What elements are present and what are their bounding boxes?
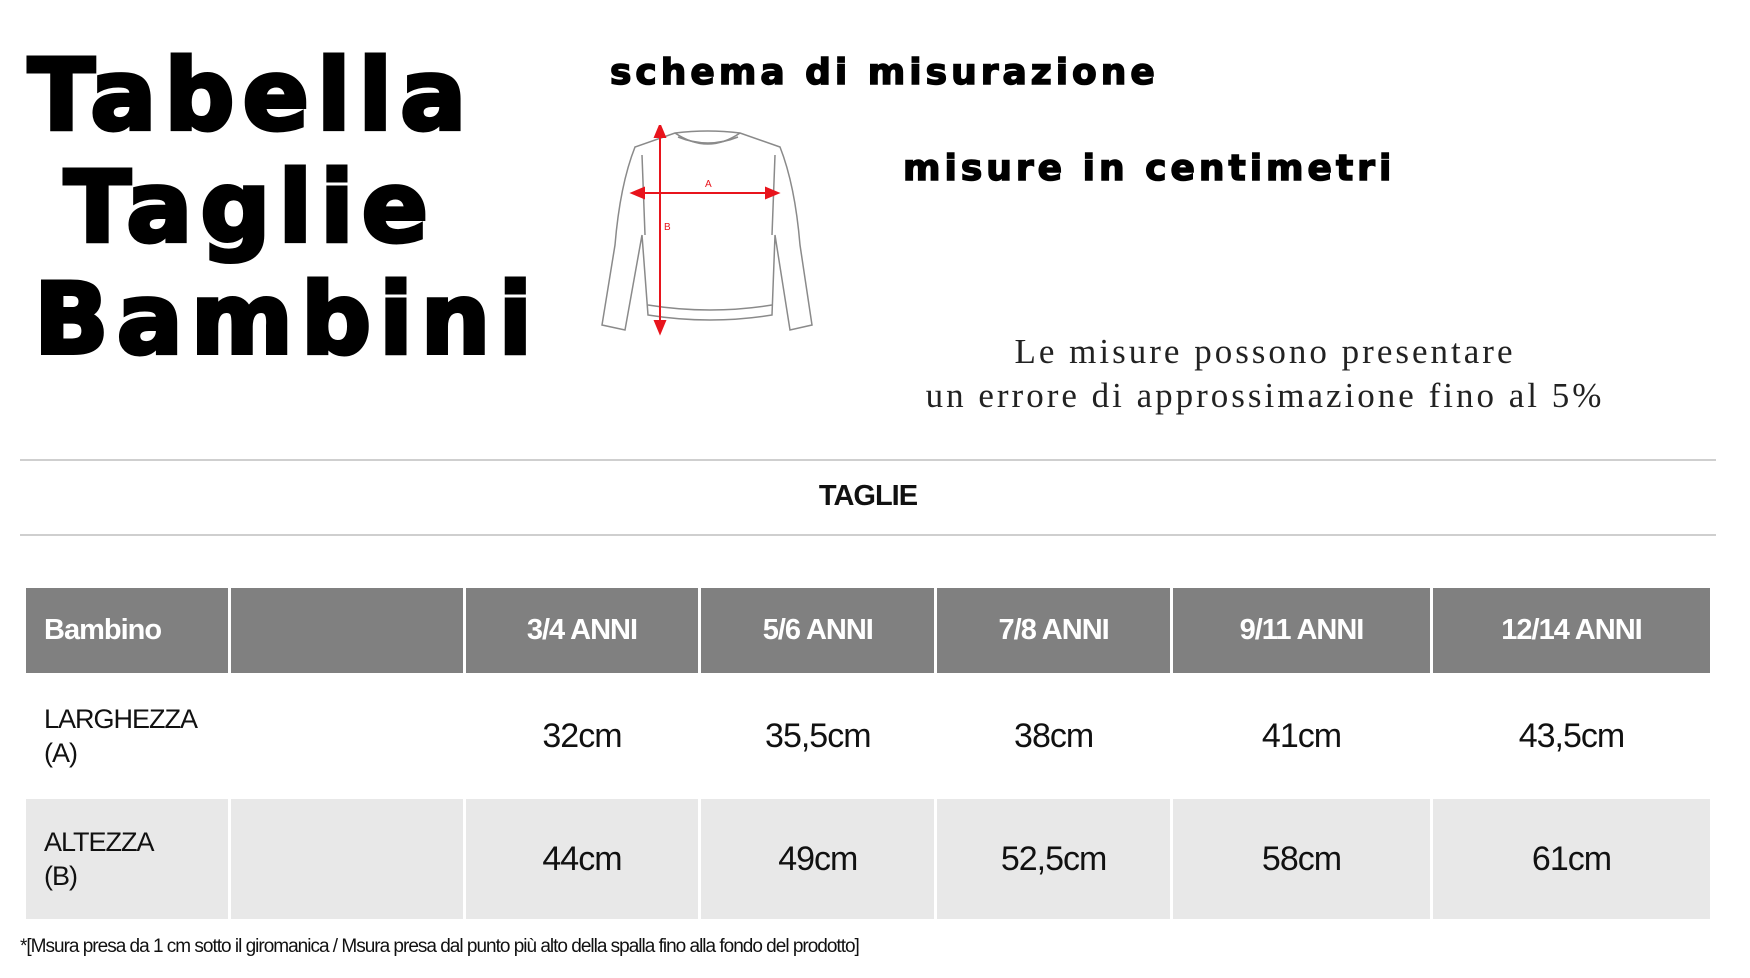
table-cell: 35,5cm [701,676,935,796]
table-cell [230,676,463,796]
table-cell: 44cm [465,799,699,919]
row-label: LARGHEZZA (A) [26,676,228,796]
divider [20,534,1716,536]
column-header [230,588,463,673]
column-header: 12/14 ANNI [1432,588,1710,673]
table-cell: 41cm [1173,676,1430,796]
size-table: Bambino 3/4 ANNI 5/6 ANNI 7/8 ANNI 9/11 … [23,585,1713,922]
title-line: Taglie [62,150,437,266]
table-row: ALTEZZA (B) 44cm 49cm 52,5cm 58cm 61cm [26,799,1710,919]
column-header: 5/6 ANNI [701,588,935,673]
title-line: Bambini [32,262,541,378]
schema-heading: schema di misurazione [609,51,1159,94]
units-heading: misure in centimetri [902,147,1396,190]
shirt-diagram-icon: A B [601,125,813,336]
table-cell [230,799,463,919]
column-header: 7/8 ANNI [937,588,1171,673]
label-b: B [664,222,671,233]
row-label-text: LARGHEZZA [44,704,198,734]
note-line: Le misure possono presentare [1014,332,1516,371]
row-label-text: ALTEZZA [44,827,155,857]
row-label-code: (B) [44,861,78,891]
divider [20,459,1716,461]
footnote: *[Msura presa da 1 cm sotto il giromanic… [20,936,860,957]
table-cell: 38cm [937,676,1171,796]
table-row: LARGHEZZA (A) 32cm 35,5cm 38cm 41cm 43,5c… [26,676,1710,796]
approximation-note: Le misure possono presentare un errore d… [840,330,1690,418]
label-a: A [705,179,712,190]
table-cell: 58cm [1173,799,1430,919]
column-header: Bambino [26,588,228,673]
table-cell: 49cm [701,799,935,919]
column-header: 3/4 ANNI [465,588,699,673]
table-cell: 32cm [465,676,699,796]
note-line: un errore di approssimazione fino al 5% [925,376,1605,415]
section-title: TAGLIE [818,480,918,512]
table-header-row: Bambino 3/4 ANNI 5/6 ANNI 7/8 ANNI 9/11 … [26,588,1710,673]
table-cell: 52,5cm [937,799,1171,919]
row-label: ALTEZZA (B) [26,799,228,919]
column-header: 9/11 ANNI [1173,588,1430,673]
row-label-code: (A) [44,738,78,768]
table-cell: 61cm [1432,799,1710,919]
table-cell: 43,5cm [1432,676,1710,796]
title-line: Tabella [26,38,475,154]
page-title: Tabella Taglie Bambini [26,38,541,378]
